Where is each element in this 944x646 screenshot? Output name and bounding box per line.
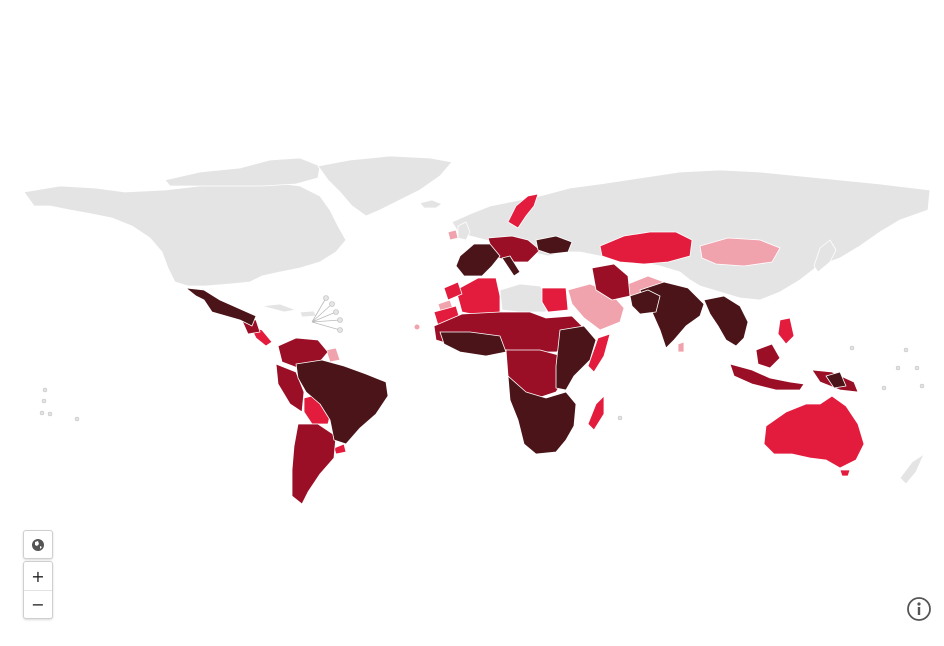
region-west-africa[interactable] <box>439 331 507 357</box>
info-button[interactable] <box>906 596 932 622</box>
region-philippines[interactable] <box>777 317 795 345</box>
region-algeria[interactable] <box>455 277 501 317</box>
region-southeast-asia[interactable] <box>703 295 749 347</box>
region-guyana[interactable] <box>325 347 341 363</box>
island-pacific-9[interactable] <box>881 385 887 391</box>
home-globe-button[interactable] <box>23 530 53 559</box>
region-congo-south[interactable] <box>507 375 577 455</box>
region-pakistan[interactable] <box>629 289 661 315</box>
island-pacific-10[interactable] <box>849 345 855 351</box>
info-icon <box>907 597 931 621</box>
region-japan[interactable] <box>813 239 837 273</box>
region-ireland[interactable] <box>447 229 459 241</box>
zoom-controls: + − <box>23 561 53 619</box>
region-ukraine[interactable] <box>535 235 573 255</box>
region-brazil[interactable] <box>295 359 389 445</box>
island-cape-verde[interactable] <box>414 324 420 330</box>
region-australia[interactable] <box>763 395 865 469</box>
region-somalia[interactable] <box>587 333 611 373</box>
region-iceland[interactable] <box>419 199 443 209</box>
region-morocco[interactable] <box>443 281 463 301</box>
region-png-dark[interactable] <box>825 371 847 389</box>
island-pacific-8[interactable] <box>919 383 925 389</box>
caribbean-island-2[interactable] <box>329 301 335 307</box>
globe-icon <box>32 538 44 551</box>
caribbean-island-4[interactable] <box>337 317 343 323</box>
island-indian-ocean[interactable] <box>617 415 623 421</box>
island-pacific-11[interactable] <box>895 365 901 371</box>
zoom-in-button[interactable]: + <box>31 566 45 586</box>
region-france-spain[interactable] <box>455 243 501 277</box>
region-indonesia[interactable] <box>729 363 805 391</box>
zoom-out-button[interactable]: − <box>24 590 52 618</box>
island-pacific-1[interactable] <box>42 387 48 393</box>
caribbean-callout-lines <box>311 297 341 331</box>
region-new-zealand[interactable] <box>899 453 925 485</box>
region-mexico[interactable] <box>185 287 257 327</box>
region-cuba[interactable] <box>261 303 297 313</box>
region-sweden-norway[interactable] <box>507 193 539 229</box>
region-east-africa[interactable] <box>555 325 597 391</box>
island-pacific-3[interactable] <box>39 410 45 416</box>
region-north-america[interactable] <box>23 181 347 287</box>
region-uruguay[interactable] <box>333 443 347 455</box>
region-kazakhstan[interactable] <box>599 231 693 265</box>
caribbean-island-3[interactable] <box>333 309 339 315</box>
region-argentina-chile[interactable] <box>291 423 337 505</box>
region-eurasia[interactable] <box>451 169 931 301</box>
region-egypt[interactable] <box>541 287 569 313</box>
region-tasmania[interactable] <box>839 469 851 477</box>
caribbean-island-1[interactable] <box>323 295 329 301</box>
region-greenland[interactable] <box>317 155 453 217</box>
region-sri-lanka[interactable] <box>677 341 685 353</box>
region-italy[interactable] <box>501 255 521 277</box>
region-peru[interactable] <box>275 363 305 413</box>
region-canada-islands[interactable] <box>164 157 321 187</box>
island-pacific-2[interactable] <box>41 398 47 404</box>
island-pacific-6[interactable] <box>903 347 909 353</box>
region-libya-arabia[interactable] <box>499 283 549 313</box>
region-mongolia[interactable] <box>699 237 781 267</box>
region-madagascar[interactable] <box>587 395 605 431</box>
region-venezuela-colombia[interactable] <box>277 337 329 369</box>
region-uk[interactable] <box>457 221 471 241</box>
region-hispaniola[interactable] <box>299 310 317 318</box>
region-borneo[interactable] <box>755 343 781 369</box>
island-pacific-4[interactable] <box>47 411 53 417</box>
island-pacific-7[interactable] <box>914 365 920 371</box>
island-pacific-5[interactable] <box>74 416 80 422</box>
caribbean-island-5[interactable] <box>337 327 343 333</box>
